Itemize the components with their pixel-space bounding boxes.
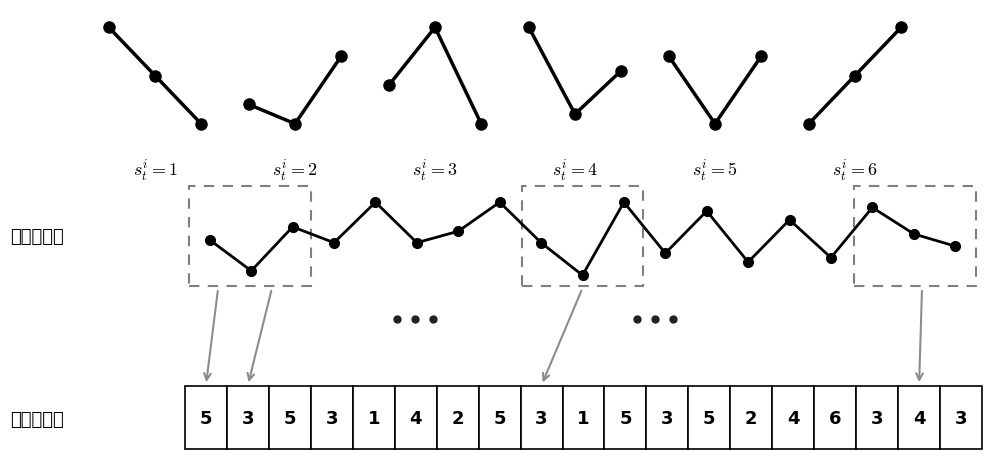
Text: 4: 4	[409, 409, 422, 427]
Text: 3: 3	[871, 409, 883, 427]
Text: 4: 4	[913, 409, 925, 427]
Text: 3: 3	[242, 409, 254, 427]
Text: $s_t^i = 3$: $s_t^i = 3$	[412, 159, 458, 184]
Text: 5: 5	[493, 409, 506, 427]
Text: 1: 1	[368, 409, 380, 427]
Text: 原始信号：: 原始信号：	[10, 227, 64, 245]
Text: 5: 5	[619, 409, 632, 427]
Text: 3: 3	[955, 409, 967, 427]
Bar	[854, 187, 976, 286]
Text: 3: 3	[535, 409, 548, 427]
Text: 2: 2	[745, 409, 758, 427]
Text: 5: 5	[703, 409, 716, 427]
Text: 1: 1	[577, 409, 590, 427]
Text: $s_t^i = 6$: $s_t^i = 6$	[832, 159, 878, 184]
Text: $s_t^i = 1$: $s_t^i = 1$	[133, 159, 177, 184]
Text: 3: 3	[661, 409, 674, 427]
Text: 2: 2	[451, 409, 464, 427]
Text: 4: 4	[787, 409, 799, 427]
Text: $s_t^i = 4$: $s_t^i = 4$	[552, 159, 598, 184]
Text: $s_t^i = 2$: $s_t^i = 2$	[272, 159, 318, 184]
Text: $s_t^i = 5$: $s_t^i = 5$	[692, 159, 738, 184]
Text: 5: 5	[284, 409, 296, 427]
Text: 6: 6	[829, 409, 841, 427]
Bar	[522, 187, 643, 286]
Text: 5: 5	[200, 409, 212, 427]
Text: 符号序列：: 符号序列：	[10, 410, 64, 428]
Bar	[189, 187, 311, 286]
Text: 3: 3	[326, 409, 338, 427]
